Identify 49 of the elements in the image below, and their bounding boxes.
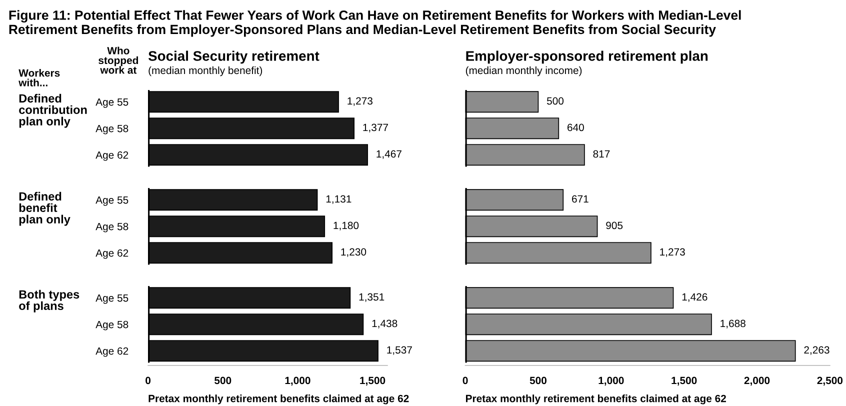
y-tick-label: Age 58 [96, 222, 128, 232]
x-tick-label: 2,500 [817, 376, 843, 386]
y-tick-label: Age 58 [96, 124, 128, 134]
y-tick-label: Age 62 [96, 151, 128, 161]
text: Defined benefit plan only [19, 192, 70, 226]
text: Both types of plans [19, 290, 80, 312]
data-label: 1,537 [387, 346, 412, 355]
data-label: 1,688 [720, 320, 746, 328]
text: Defined contribution plan only [19, 94, 87, 128]
x-tick-label: 1,500 [360, 376, 386, 386]
y-tick-label: Age 62 [96, 249, 128, 259]
x-axis-title: Pretax monthly retirement benefits claimed at age 62 [466, 394, 726, 404]
data-label: 671 [572, 195, 588, 203]
caption: Figure 11: Potential Effect That Fewer Years of Work Can Have on Retirement Benefits for Workers with Median-Level Retirement Benefits from Employer-Sponsored Plans and Median-Level Retirement Benefits from Social Security [9, 10, 741, 37]
data-label: 1,131 [326, 195, 352, 204]
data-label: 1,230 [341, 248, 366, 257]
data-label: 905 [606, 222, 623, 230]
x-tick-label: 1,500 [672, 376, 697, 386]
x-tick-label: 2,000 [744, 376, 770, 386]
data-label: 500 [546, 97, 564, 105]
data-label: 1,438 [372, 320, 398, 328]
y-tick-label: Age 55 [96, 98, 128, 108]
data-label: 2,263 [804, 346, 830, 355]
chart-subtitle: (median monthly income) [466, 66, 582, 76]
y-tick-label: Age 55 [96, 196, 128, 206]
chart-subtitle: (median monthly benefit) [148, 66, 262, 76]
data-label: 1,467 [376, 150, 402, 159]
data-label: 640 [568, 124, 584, 132]
text: Workers with... [18, 69, 60, 86]
x-tick-label: 0 [462, 376, 468, 384]
data-label: 1,273 [348, 97, 372, 106]
y-tick-label: Age 58 [96, 320, 128, 330]
y-tick-label: Age 55 [96, 294, 128, 304]
x-tick-label: 500 [530, 376, 546, 384]
data-label: 1,273 [660, 248, 685, 257]
data-label: 1,426 [682, 293, 708, 302]
x-tick-label: 1,000 [598, 376, 624, 386]
data-label: 1,351 [359, 293, 384, 302]
text: Who stopped work at [98, 46, 138, 74]
data-label: 1,180 [334, 222, 359, 230]
data-label: 1,377 [363, 124, 388, 132]
chart-title: Social Security retirement [148, 50, 320, 64]
y-tick-label: Age 62 [96, 347, 128, 357]
x-tick-label: 500 [214, 376, 232, 384]
data-label: 817 [593, 150, 610, 158]
x-tick-label: 0 [146, 376, 151, 384]
chart-title: Employer-sponsored retirement plan [466, 50, 708, 64]
x-axis-title: Pretax monthly retirement benefits claimed at age 62 [148, 394, 409, 404]
x-tick-label: 1,000 [285, 376, 310, 386]
